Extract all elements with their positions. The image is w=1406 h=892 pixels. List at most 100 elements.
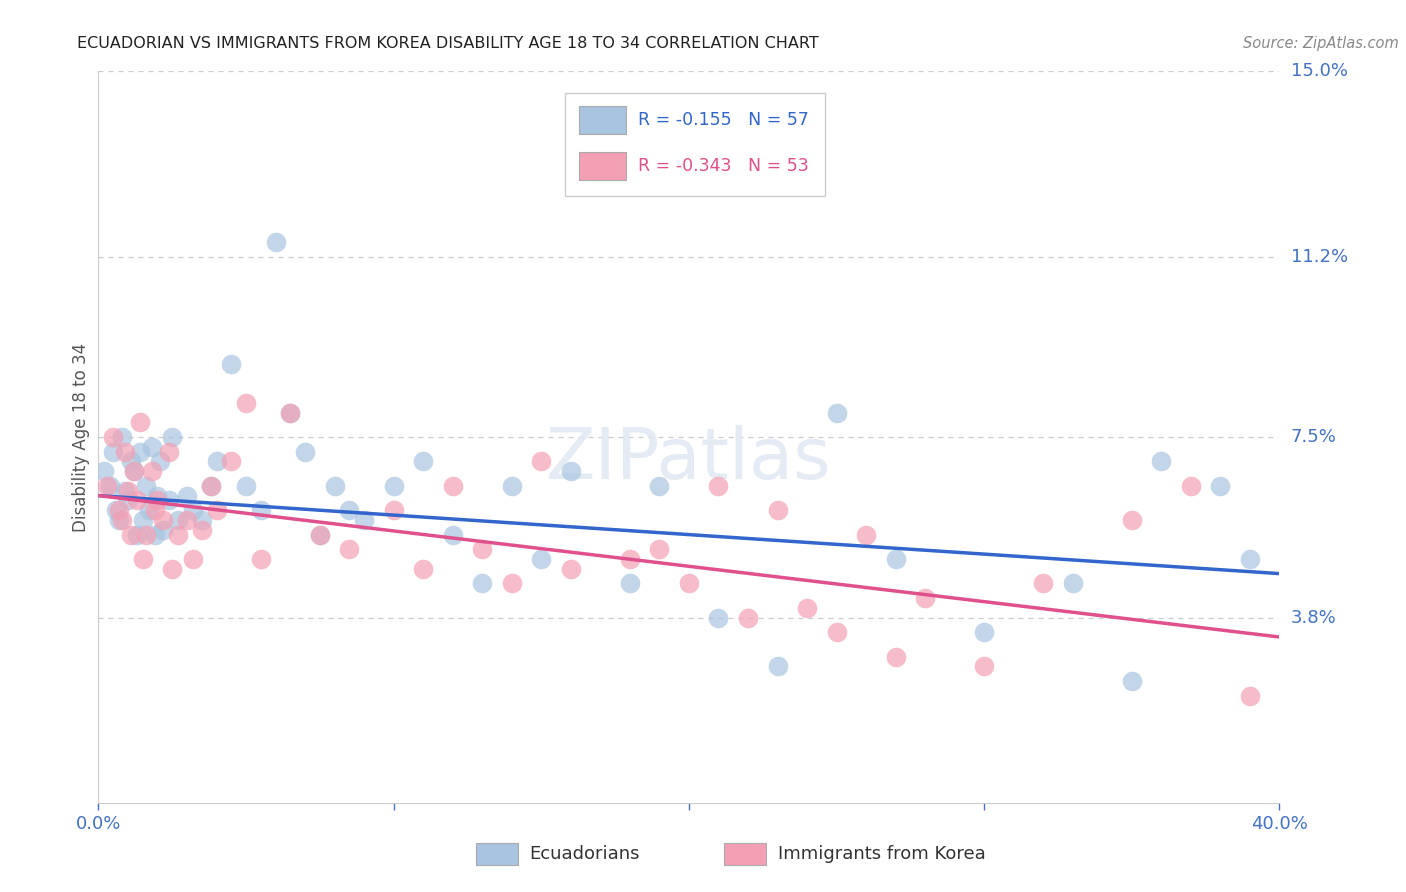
Point — [250, 503, 273, 517]
Bar — [724, 843, 766, 865]
Point — [766, 659, 789, 673]
Point — [884, 649, 907, 664]
Point — [132, 513, 155, 527]
Point — [884, 552, 907, 566]
Point — [530, 454, 553, 468]
Point — [530, 552, 553, 566]
Point — [382, 503, 405, 517]
Point — [648, 479, 671, 493]
Point — [135, 527, 157, 541]
Point — [235, 396, 257, 410]
Point — [125, 527, 148, 541]
Point — [162, 430, 183, 444]
Point — [205, 454, 228, 468]
Point — [200, 479, 222, 493]
Point — [111, 430, 134, 444]
Point — [191, 513, 214, 527]
Point — [309, 527, 332, 541]
Point — [1062, 576, 1084, 591]
Point — [191, 523, 214, 537]
Point — [1121, 673, 1143, 688]
Point — [235, 479, 257, 493]
Point — [501, 479, 523, 493]
Point — [120, 527, 142, 541]
Point — [1032, 576, 1054, 591]
Point — [181, 552, 204, 566]
Point — [141, 440, 163, 454]
Bar — [579, 152, 626, 179]
Point — [138, 503, 160, 517]
Text: ZIPatlas: ZIPatlas — [546, 425, 832, 493]
Point — [619, 552, 641, 566]
Point — [914, 591, 936, 605]
Point — [278, 406, 302, 420]
Point — [382, 479, 405, 493]
Point — [1180, 479, 1202, 493]
Text: R = -0.343   N = 53: R = -0.343 N = 53 — [638, 158, 808, 176]
Point — [973, 625, 995, 640]
Point — [294, 444, 316, 458]
Point — [412, 562, 434, 576]
Point — [122, 464, 145, 478]
Point — [157, 444, 180, 458]
Point — [128, 444, 150, 458]
Point — [1239, 552, 1261, 566]
Point — [1239, 689, 1261, 703]
Point — [149, 454, 172, 468]
Point — [648, 542, 671, 557]
Point — [353, 513, 375, 527]
Bar — [579, 106, 626, 134]
Point — [122, 464, 145, 478]
Point — [103, 430, 125, 444]
Point — [96, 479, 118, 493]
Point — [146, 489, 169, 503]
Point — [560, 464, 582, 478]
Point — [441, 527, 464, 541]
Point — [205, 503, 228, 517]
Point — [678, 576, 700, 591]
Text: ECUADORIAN VS IMMIGRANTS FROM KOREA DISABILITY AGE 18 TO 34 CORRELATION CHART: ECUADORIAN VS IMMIGRANTS FROM KOREA DISA… — [77, 36, 820, 51]
Point — [141, 464, 163, 478]
Point — [471, 576, 494, 591]
Point — [157, 493, 180, 508]
Point — [1121, 513, 1143, 527]
Point — [707, 610, 730, 624]
Point — [117, 483, 139, 498]
Point — [117, 493, 139, 508]
Point — [152, 523, 174, 537]
Point — [103, 444, 125, 458]
Point — [560, 562, 582, 576]
Point — [855, 527, 877, 541]
Point — [111, 513, 134, 527]
Point — [973, 659, 995, 673]
Point — [114, 444, 136, 458]
Point — [1150, 454, 1173, 468]
Point — [176, 513, 198, 527]
Point — [323, 479, 346, 493]
Point — [93, 464, 115, 478]
Point — [108, 503, 131, 517]
Point — [501, 576, 523, 591]
Point — [200, 479, 222, 493]
Point — [128, 416, 150, 430]
Point — [707, 479, 730, 493]
Point — [125, 493, 148, 508]
Point — [471, 542, 494, 557]
Point — [176, 489, 198, 503]
Point — [250, 552, 273, 566]
Point — [278, 406, 302, 420]
Point — [162, 562, 183, 576]
Y-axis label: Disability Age 18 to 34: Disability Age 18 to 34 — [72, 343, 90, 532]
Point — [337, 503, 360, 517]
Point — [796, 600, 818, 615]
Text: Immigrants from Korea: Immigrants from Korea — [778, 845, 986, 863]
Text: Source: ZipAtlas.com: Source: ZipAtlas.com — [1243, 36, 1399, 51]
Point — [181, 503, 204, 517]
Point — [219, 357, 242, 371]
Text: Ecuadorians: Ecuadorians — [530, 845, 640, 863]
Text: R = -0.155   N = 57: R = -0.155 N = 57 — [638, 112, 808, 129]
Point — [825, 625, 848, 640]
Point — [152, 513, 174, 527]
Point — [143, 503, 166, 517]
Point — [146, 493, 169, 508]
